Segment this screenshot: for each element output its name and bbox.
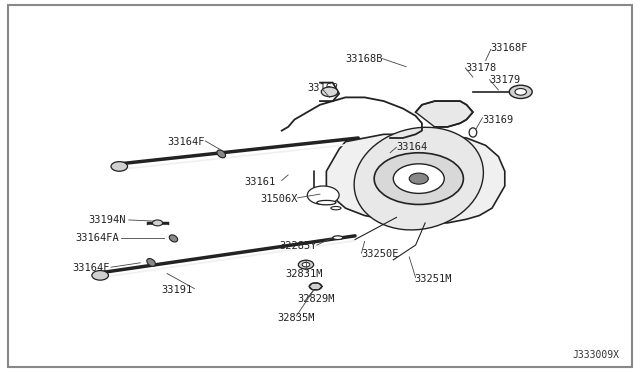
Circle shape	[307, 186, 339, 205]
Ellipse shape	[317, 201, 336, 205]
Circle shape	[298, 260, 314, 269]
Circle shape	[374, 153, 463, 205]
Text: 33194N: 33194N	[88, 215, 125, 225]
Text: 33164: 33164	[396, 142, 428, 152]
Ellipse shape	[469, 128, 477, 137]
Circle shape	[409, 173, 428, 184]
Ellipse shape	[217, 150, 225, 158]
Text: 33164F: 33164F	[168, 137, 205, 147]
Circle shape	[92, 270, 108, 280]
Polygon shape	[415, 101, 473, 127]
Polygon shape	[326, 134, 505, 223]
Circle shape	[394, 164, 444, 193]
Text: 33191: 33191	[161, 285, 193, 295]
Text: 32831M: 32831M	[285, 269, 323, 279]
Text: 32829M: 32829M	[298, 294, 335, 304]
Text: 31506X: 31506X	[260, 194, 298, 204]
Text: 33164F: 33164F	[72, 263, 109, 273]
Ellipse shape	[333, 236, 343, 240]
Text: 33251M: 33251M	[414, 274, 452, 284]
Circle shape	[321, 87, 338, 97]
Circle shape	[309, 283, 322, 290]
Text: 33178: 33178	[465, 63, 497, 73]
Text: 32835M: 32835M	[278, 313, 315, 323]
Circle shape	[302, 262, 310, 267]
Text: 33179: 33179	[490, 75, 521, 85]
Text: 33164FA: 33164FA	[76, 233, 119, 243]
Text: 33250E: 33250E	[362, 249, 399, 259]
Text: 33168B: 33168B	[345, 54, 383, 64]
Text: 33162: 33162	[308, 83, 339, 93]
Text: 33169: 33169	[483, 115, 514, 125]
Ellipse shape	[147, 259, 156, 266]
Circle shape	[111, 161, 127, 171]
Text: 33168F: 33168F	[491, 42, 528, 52]
Text: 33161: 33161	[244, 177, 275, 187]
Circle shape	[152, 220, 163, 226]
FancyBboxPatch shape	[8, 5, 632, 367]
Text: 32285Y: 32285Y	[279, 241, 317, 251]
Text: J333009X: J333009X	[573, 350, 620, 359]
Ellipse shape	[331, 206, 341, 210]
Ellipse shape	[354, 127, 483, 230]
Ellipse shape	[169, 235, 178, 242]
Circle shape	[515, 89, 527, 95]
Circle shape	[509, 85, 532, 99]
